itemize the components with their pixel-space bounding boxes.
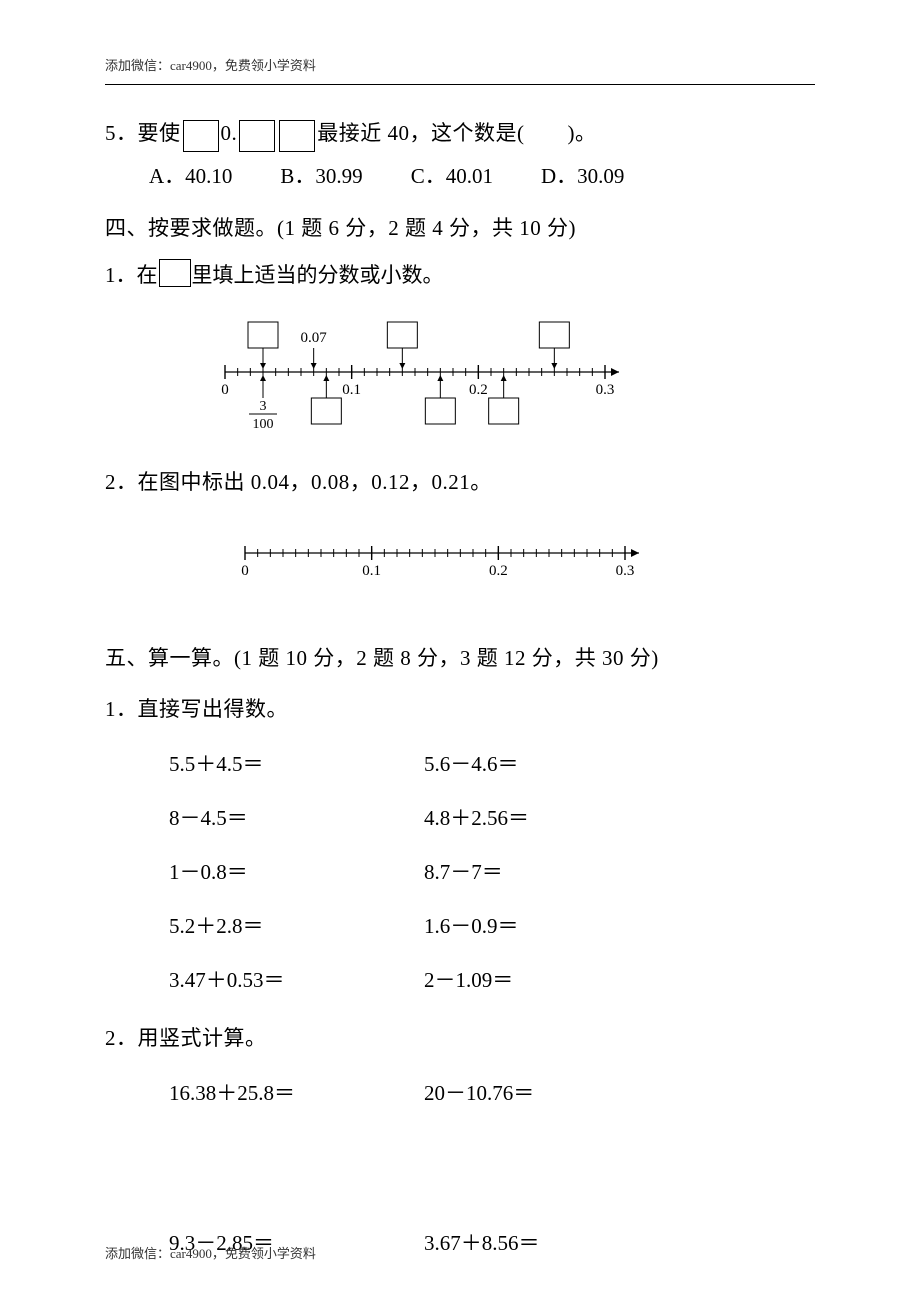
svg-text:0.07: 0.07	[301, 330, 328, 346]
sec4-q2-stem: 2．在图中标出 0.04，0.08，0.12，0.21。	[105, 462, 815, 503]
sec5-q2-gap	[169, 1107, 815, 1227]
calc-row: 5.5＋4.5＝5.6－4.6＝	[169, 748, 815, 778]
calc-cell: 8.7－7＝	[424, 856, 674, 886]
sec5-title: 五、算一算。(1 题 10 分，2 题 8 分，3 题 12 分，共 30 分)	[105, 638, 815, 679]
calc-cell: 3.47＋0.53＝	[169, 964, 424, 994]
sec5-q2-cell-2r: 3.67＋8.56＝	[424, 1227, 674, 1257]
svg-text:3: 3	[260, 399, 267, 414]
q5-blank-box-1	[183, 120, 219, 152]
sec4-q1-num: 1．	[105, 259, 137, 289]
svg-text:0: 0	[221, 382, 229, 398]
svg-text:0.2: 0.2	[489, 563, 508, 579]
q5-num: 5．	[105, 113, 138, 154]
q5-options: A．40.10 B．30.99 C．40.01 D．30.09	[149, 160, 815, 190]
sec5-q2-title: 2．用竖式计算。	[105, 1018, 815, 1059]
svg-text:0.3: 0.3	[616, 563, 635, 579]
calc-cell: 1－0.8＝	[169, 856, 424, 886]
sec5-q2-row-1: 16.38＋25.8＝ 20－10.76＝	[169, 1077, 815, 1107]
q5-zero: 0.	[221, 113, 238, 154]
calc-cell: 5.2＋2.8＝	[169, 910, 424, 940]
sec4-q1-pre: 在	[137, 259, 158, 289]
sec5-q2-cell-1l: 16.38＋25.8＝	[169, 1077, 424, 1107]
sec4-q1-numberline: 0 0.1 0.2 0.3 0.07 3 100	[205, 297, 635, 447]
svg-text:0.1: 0.1	[362, 563, 381, 579]
q5-pre: 要使	[138, 113, 181, 154]
q5-opt-d: D．30.09	[541, 160, 624, 190]
q5-opt-a: A．40.10	[149, 160, 232, 190]
q5-blank-box-2	[239, 120, 275, 152]
page: 添加微信：car4900，免费领小学资料 5． 要使 0. 最接近 40，这个数…	[0, 0, 920, 1302]
sec5-q1-grid: 5.5＋4.5＝5.6－4.6＝8－4.5＝4.8＋2.56＝1－0.8＝8.7…	[169, 748, 815, 994]
calc-cell: 4.8＋2.56＝	[424, 802, 674, 832]
header-rule	[105, 84, 815, 85]
header-note: 添加微信：car4900，免费领小学资料	[105, 55, 815, 74]
calc-cell: 5.5＋4.5＝	[169, 748, 424, 778]
svg-text:0: 0	[241, 563, 249, 579]
sec5-q1-title: 1．直接写出得数。	[105, 689, 815, 730]
calc-cell: 5.6－4.6＝	[424, 748, 674, 778]
sec4-q1-post: 里填上适当的分数或小数。	[192, 259, 444, 289]
q5-opt-b: B．30.99	[280, 160, 362, 190]
sec4-title: 四、按要求做题。(1 题 6 分，2 题 4 分，共 10 分)	[105, 208, 815, 249]
calc-row: 8－4.5＝4.8＋2.56＝	[169, 802, 815, 832]
sec4-q2-numberline-wrap: 0 0.1 0.2 0.3	[225, 533, 815, 588]
sec4-q2-numberline: 0 0.1 0.2 0.3	[225, 533, 655, 583]
sec4-q1-numberline-wrap: 0 0.1 0.2 0.3 0.07 3 100	[205, 297, 815, 452]
calc-cell: 1.6－0.9＝	[424, 910, 674, 940]
calc-row: 3.47＋0.53＝2－1.09＝	[169, 964, 815, 994]
calc-cell: 2－1.09＝	[424, 964, 674, 994]
svg-text:0.3: 0.3	[596, 382, 615, 398]
sec4-q1-box-inline	[159, 259, 191, 287]
sec5-q2-grid: 16.38＋25.8＝ 20－10.76＝ 9.3－2.85＝ 3.67＋8.5…	[169, 1077, 815, 1257]
q5-post: 最接近 40，这个数是( )。	[317, 113, 596, 154]
svg-text:100: 100	[253, 417, 274, 432]
q5-blank-box-3	[279, 120, 315, 152]
calc-row: 5.2＋2.8＝1.6－0.9＝	[169, 910, 815, 940]
svg-text:0.2: 0.2	[469, 382, 488, 398]
q5-opt-c: C．40.01	[411, 160, 493, 190]
svg-text:0.1: 0.1	[342, 382, 361, 398]
sec4-q1-stem: 1． 在 里填上适当的分数或小数。	[105, 259, 815, 289]
footer-note: 添加微信：car4900，免费领小学资料	[105, 1243, 316, 1262]
q5-stem: 5． 要使 0. 最接近 40，这个数是( )。	[105, 113, 815, 154]
calc-row: 1－0.8＝8.7－7＝	[169, 856, 815, 886]
sec5-q2-cell-1r: 20－10.76＝	[424, 1077, 674, 1107]
calc-cell: 8－4.5＝	[169, 802, 424, 832]
